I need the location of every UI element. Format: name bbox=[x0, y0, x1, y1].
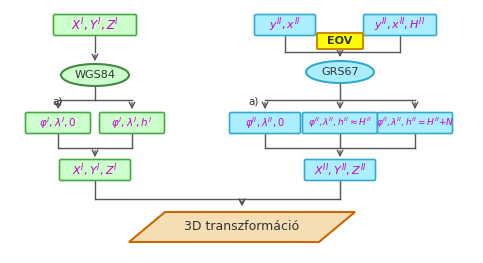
Ellipse shape bbox=[306, 61, 374, 83]
Text: a): a) bbox=[52, 96, 62, 106]
Text: 3D transzformáció: 3D transzformáció bbox=[185, 220, 299, 234]
Text: $X^{II}, Y^{II}, Z^{II}$: $X^{II}, Y^{II}, Z^{II}$ bbox=[314, 161, 366, 179]
Text: $\varphi^I, \lambda^I, h^I$: $\varphi^I, \lambda^I, h^I$ bbox=[112, 115, 153, 131]
Text: $\varphi^I, \lambda^I, 0$: $\varphi^I, \lambda^I, 0$ bbox=[39, 115, 77, 131]
FancyBboxPatch shape bbox=[99, 113, 165, 134]
FancyBboxPatch shape bbox=[229, 113, 300, 134]
FancyBboxPatch shape bbox=[378, 113, 453, 134]
FancyBboxPatch shape bbox=[302, 113, 378, 134]
FancyBboxPatch shape bbox=[304, 159, 375, 180]
Text: EOV: EOV bbox=[327, 36, 353, 46]
FancyBboxPatch shape bbox=[255, 14, 315, 36]
Text: WGS84: WGS84 bbox=[74, 70, 115, 80]
Text: $\varphi^{II}, \lambda^{II}, 0$: $\varphi^{II}, \lambda^{II}, 0$ bbox=[245, 115, 285, 131]
FancyBboxPatch shape bbox=[26, 113, 90, 134]
Text: $y^{II}, x^{II}, H^{II}$: $y^{II}, x^{II}, H^{II}$ bbox=[374, 16, 426, 34]
Ellipse shape bbox=[61, 64, 129, 86]
FancyBboxPatch shape bbox=[364, 14, 437, 36]
Text: $y^{II}, x^{II}$: $y^{II}, x^{II}$ bbox=[270, 16, 301, 34]
Text: $\varphi^{II}, \lambda^{II}, h^{II}{\approx}H^{II}$: $\varphi^{II}, \lambda^{II}, h^{II}{\app… bbox=[308, 116, 372, 130]
Text: $X^I, Y^I, Z^I$: $X^I, Y^I, Z^I$ bbox=[71, 16, 119, 34]
Text: GRS67: GRS67 bbox=[321, 67, 359, 77]
FancyBboxPatch shape bbox=[59, 159, 130, 180]
FancyBboxPatch shape bbox=[317, 33, 363, 49]
Polygon shape bbox=[129, 212, 355, 242]
Text: $X^I, Y^I, Z^I$: $X^I, Y^I, Z^I$ bbox=[72, 161, 118, 179]
FancyBboxPatch shape bbox=[54, 14, 137, 36]
Text: a): a) bbox=[248, 96, 258, 106]
Text: $\varphi^{II}, \lambda^{II}, h^{II}{=}H^{II}{+}N$: $\varphi^{II}, \lambda^{II}, h^{II}{=}H^… bbox=[376, 116, 454, 130]
